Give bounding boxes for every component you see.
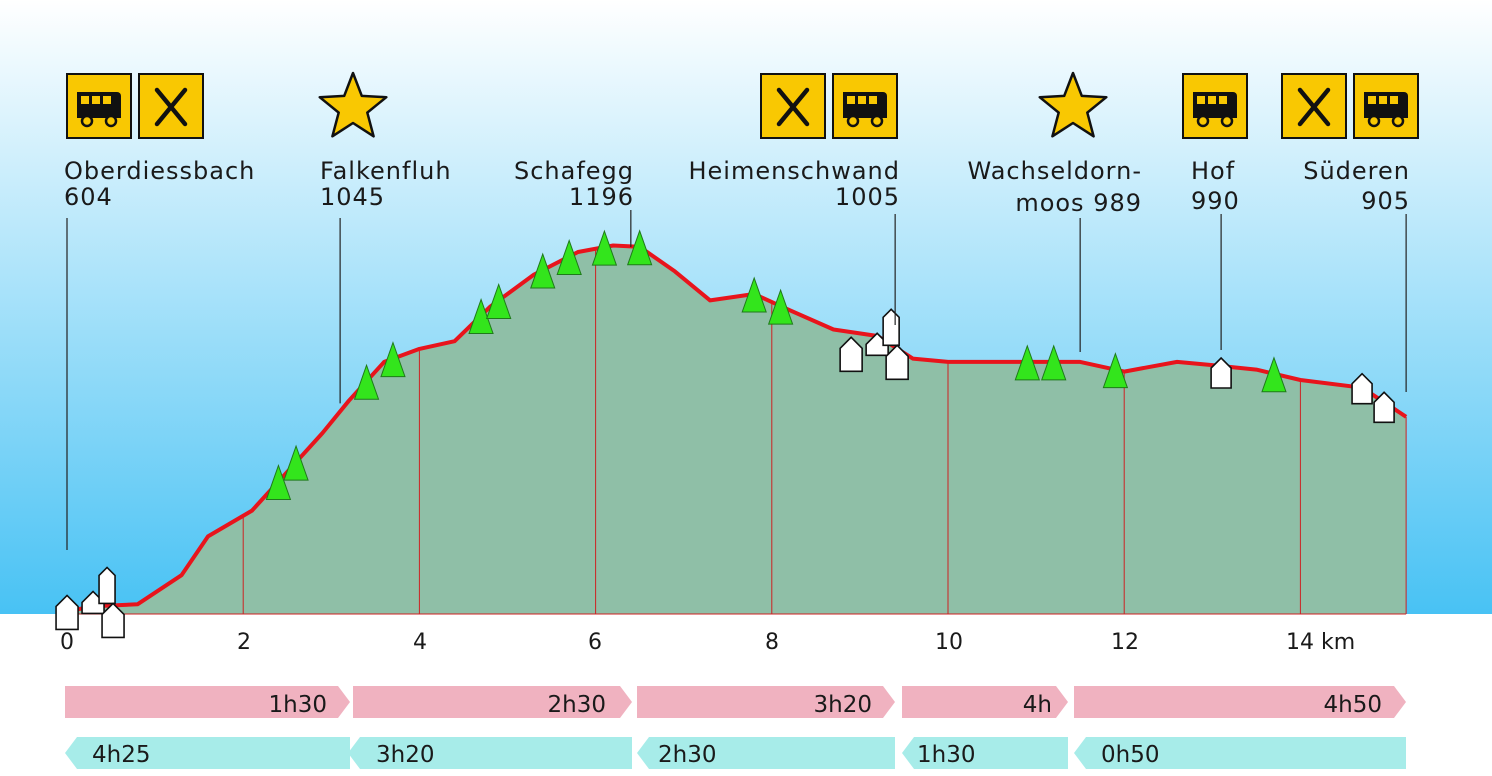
return-time-4: 1h30 [917, 742, 975, 768]
tree-icon-7 [530, 252, 556, 289]
star-icon-falkenfluh [318, 71, 388, 138]
heimenschwand-tower [882, 308, 900, 347]
x-tick-2: 2 [237, 630, 251, 655]
tree-icon-16 [1261, 356, 1287, 393]
tree-icon-14 [1041, 344, 1067, 381]
return-arrow-1 [65, 737, 350, 769]
tree-icon-9 [591, 229, 618, 266]
heimenschwand-house-1 [839, 336, 863, 373]
x-tick-12: 12 [1111, 630, 1139, 655]
bus-icon-oberdiessbach [66, 73, 132, 139]
x-tick-6: 6 [588, 630, 602, 655]
service-icons [66, 71, 1419, 139]
return-arrow-3 [637, 737, 895, 769]
place-name-schafegg: Schafegg [514, 157, 634, 185]
bus-icon-suederen [1353, 73, 1419, 139]
place-name-wachseldornmoos-line1: Wachseldorn- [968, 157, 1142, 185]
place-elevation-heimenschwand: 1005 [835, 183, 900, 211]
forward-time-1: 1h30 [269, 692, 327, 718]
place-elevation-hof: 990 [1191, 187, 1240, 215]
forward-arrow-4 [902, 686, 1068, 718]
return-arrow-4 [902, 737, 1068, 769]
return-time-1: 4h25 [92, 742, 150, 768]
restaurant-icon-oberdiessbach [138, 73, 204, 139]
terrain-area [67, 245, 1407, 614]
terrain-layer [67, 245, 1407, 614]
place-name-hof: Hof [1191, 157, 1235, 185]
place-elevation-oberdiessbach: 604 [64, 183, 113, 211]
x-tick-0: 0 [60, 630, 74, 655]
tree-icon-15 [1102, 352, 1129, 389]
hof-house [1210, 356, 1232, 389]
return-arrow-5 [1074, 737, 1406, 769]
km-gridlines [67, 248, 1407, 615]
bus-icon-heimenschwand [832, 73, 898, 139]
tree-icon-8 [556, 238, 582, 275]
tree-icon-4 [380, 341, 406, 378]
return-time-3: 2h30 [658, 742, 716, 768]
heimenschwand-house-3 [885, 344, 909, 381]
star-icon-wachseldornmoos [1038, 71, 1108, 138]
place-elevation-falkenfluh: 1045 [320, 183, 385, 211]
place-name-suederen: Süderen [1303, 157, 1410, 185]
restaurant-icon-suederen [1281, 73, 1347, 139]
x-tick-14-km: 14 km [1286, 630, 1355, 655]
restaurant-icon-heimenschwand [760, 73, 826, 139]
place-name-falkenfluh: Falkenfluh [320, 157, 452, 185]
oberdiessbach-house-3 [101, 602, 125, 639]
oberdiessbach-tower [98, 566, 116, 605]
tree-icon-1 [265, 463, 292, 500]
place-leader-lines [66, 210, 1407, 550]
forward-time-arrows [65, 686, 1406, 718]
forward-arrow-3 [637, 686, 895, 718]
x-axis-ticks: 0 2 4 6 8 10 12 14 km [60, 630, 1355, 655]
place-elevation-suederen: 905 [1361, 187, 1410, 215]
forward-time-3: 3h20 [814, 692, 872, 718]
place-labels: Oberdiessbach 604 Falkenfluh 1045 Schafe… [64, 157, 1410, 217]
forward-arrow-2 [353, 686, 632, 718]
settlement-markers [55, 308, 1395, 639]
return-arrow-2 [348, 737, 632, 769]
forward-time-labels: 1h30 2h30 3h20 4h 4h50 [269, 692, 1382, 718]
return-time-labels: 4h25 3h20 2h30 1h30 0h50 [92, 742, 1159, 768]
place-name-oberdiessbach: Oberdiessbach [64, 157, 255, 185]
tree-icon-11 [741, 276, 767, 313]
tree-icon-13 [1014, 344, 1040, 381]
forward-arrow-1 [65, 686, 350, 718]
tree-icon-6 [485, 282, 512, 319]
forward-time-2: 2h30 [548, 692, 606, 718]
return-time-arrows [65, 737, 1406, 769]
bus-icon-hof [1182, 73, 1248, 139]
tree-icon-3 [353, 363, 380, 400]
tree-icon-2 [283, 444, 309, 481]
forest-markers [265, 229, 1287, 500]
return-time-2: 3h20 [376, 742, 434, 768]
suederen-house-1 [1351, 372, 1373, 405]
place-elevation-schafegg: 1196 [569, 183, 634, 211]
place-name-heimenschwand: Heimenschwand [688, 157, 900, 185]
suederen-house-2 [1373, 391, 1395, 424]
x-tick-10: 10 [935, 630, 963, 655]
return-time-5: 0h50 [1101, 742, 1159, 768]
forward-arrow-5 [1074, 686, 1406, 718]
forward-time-5: 4h50 [1324, 692, 1382, 718]
x-tick-4: 4 [413, 630, 427, 655]
forward-time-4: 4h [1023, 692, 1052, 718]
x-tick-8: 8 [765, 630, 779, 655]
oberdiessbach-house-1 [55, 594, 79, 631]
place-name-wachseldornmoos-line2: moos 989 [1015, 189, 1142, 217]
tree-icon-10 [626, 229, 653, 266]
tree-icon-12 [767, 288, 794, 325]
